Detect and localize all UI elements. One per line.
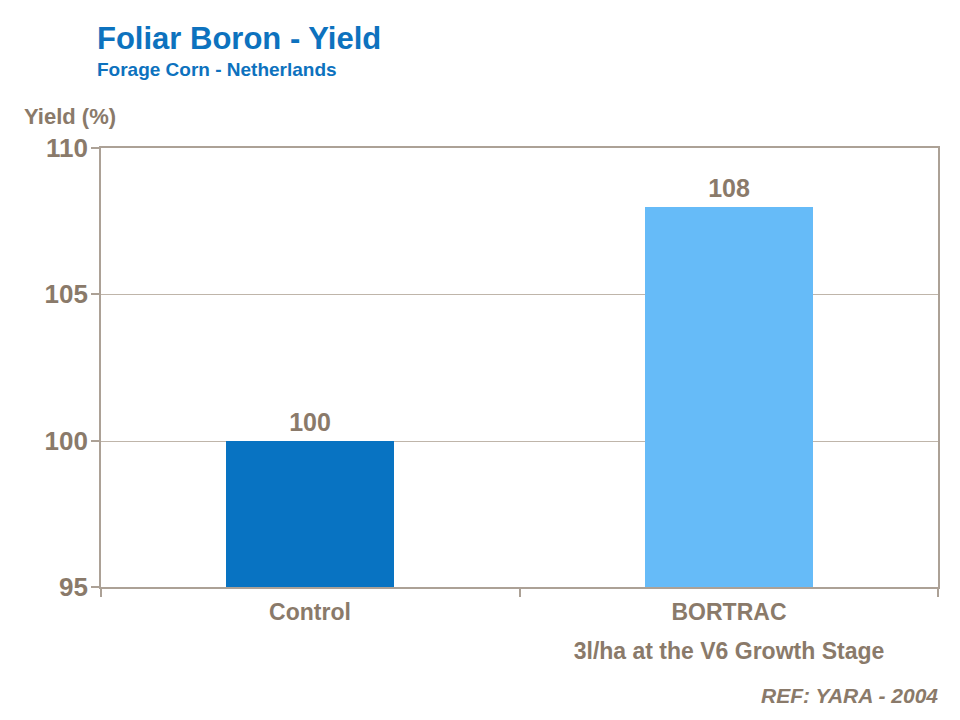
x-category-sublabel-bortrac: 3l/ha at the V6 Growth Stage	[519, 639, 939, 663]
x-category-label-control: Control	[150, 600, 470, 624]
plot-border-right	[938, 146, 940, 589]
reference-note: REF: YARA - 2004	[761, 684, 938, 708]
y-tick-100	[91, 440, 101, 442]
y-tick-105	[91, 293, 101, 295]
x-tick-2	[937, 589, 939, 597]
value-label-bortrac: 108	[649, 176, 809, 201]
chart-slide: Foliar Boron - Yield Forage Corn - Nethe…	[0, 0, 960, 720]
y-tick-95	[91, 586, 101, 588]
plot-border-top	[99, 146, 940, 148]
chart-title: Foliar Boron - Yield	[97, 21, 381, 57]
y-tick-label-95: 95	[26, 574, 88, 600]
x-tick-0	[100, 589, 102, 597]
bar-control	[226, 441, 394, 587]
y-axis-line	[99, 146, 101, 589]
x-tick-1	[519, 589, 521, 597]
y-tick-label-100: 100	[26, 428, 88, 454]
y-tick-110	[91, 147, 101, 149]
bar-bortrac	[645, 207, 813, 587]
y-axis-title: Yield (%)	[24, 104, 116, 130]
value-label-control: 100	[230, 410, 390, 435]
y-tick-label-105: 105	[26, 281, 88, 307]
chart-subtitle: Forage Corn - Netherlands	[97, 59, 337, 81]
x-category-label-bortrac: BORTRAC	[569, 600, 889, 624]
y-tick-label-110: 110	[26, 135, 88, 161]
